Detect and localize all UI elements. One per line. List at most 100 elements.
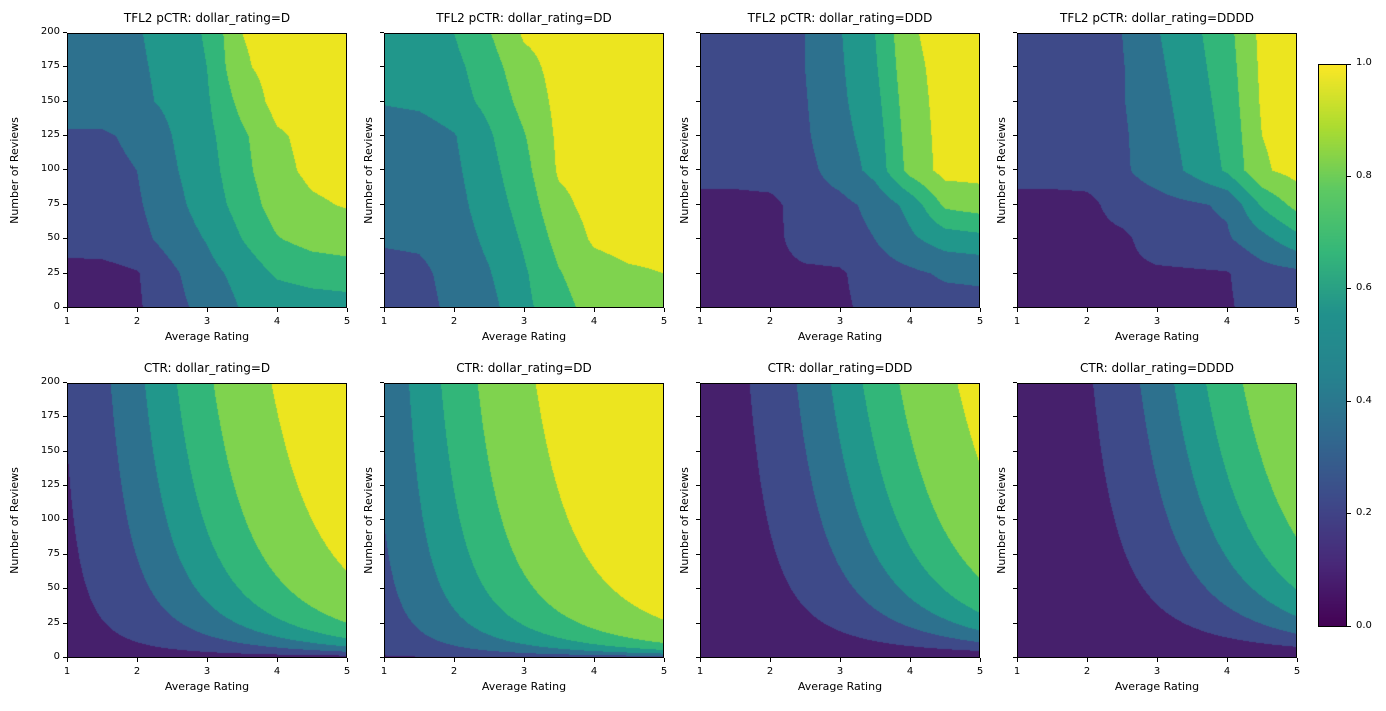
y-tick-mark xyxy=(696,169,700,170)
y-tick-mark xyxy=(63,169,67,170)
x-axis-label: Average Rating xyxy=(164,680,250,693)
colorbar-tick-mark xyxy=(1347,176,1351,177)
x-tick-label: 4 xyxy=(906,666,914,677)
y-tick-mark xyxy=(1013,485,1017,486)
colorbar-tick-label: 0.6 xyxy=(1356,282,1372,293)
x-tick-label: 2 xyxy=(450,666,458,677)
x-tick-label: 2 xyxy=(766,316,774,327)
x-tick-label: 1 xyxy=(696,316,704,327)
x-axis-label: Average Rating xyxy=(797,330,883,343)
x-tick-label: 1 xyxy=(1013,316,1021,327)
x-tick-mark xyxy=(840,658,841,662)
y-tick-mark xyxy=(380,554,384,555)
subplot-title-ctr-ddd: CTR: dollar_rating=DDD xyxy=(767,361,913,375)
y-tick-mark xyxy=(63,204,67,205)
x-tick-label: 4 xyxy=(273,666,281,677)
x-tick-mark xyxy=(454,658,455,662)
x-tick-label: 3 xyxy=(203,316,211,327)
y-tick-label: 0 xyxy=(53,301,60,312)
x-tick-label: 4 xyxy=(590,316,598,327)
x-tick-mark xyxy=(594,658,595,662)
x-tick-mark xyxy=(840,308,841,312)
x-tick-label: 4 xyxy=(590,666,598,677)
x-tick-label: 1 xyxy=(380,666,388,677)
x-tick-mark xyxy=(137,658,138,662)
y-tick-mark xyxy=(1013,238,1017,239)
y-tick-mark xyxy=(63,451,67,452)
x-tick-mark xyxy=(524,308,525,312)
y-tick-mark xyxy=(380,273,384,274)
y-tick-mark xyxy=(1013,32,1017,33)
y-tick-mark xyxy=(696,273,700,274)
colorbar-tick-mark xyxy=(1347,626,1351,627)
x-tick-mark xyxy=(384,308,385,312)
y-tick-mark xyxy=(63,101,67,102)
x-tick-label: 2 xyxy=(450,316,458,327)
x-tick-mark xyxy=(910,308,911,312)
x-tick-mark xyxy=(67,658,68,662)
y-tick-label: 200 xyxy=(40,376,60,387)
subplot-title-ctr-dddd: CTR: dollar_rating=DDDD xyxy=(1079,361,1234,375)
y-tick-mark xyxy=(1013,657,1017,658)
y-tick-label: 75 xyxy=(47,548,60,559)
x-tick-mark xyxy=(277,658,278,662)
x-tick-label: 4 xyxy=(1223,316,1231,327)
y-tick-mark xyxy=(380,307,384,308)
y-tick-mark xyxy=(380,135,384,136)
y-tick-mark xyxy=(380,169,384,170)
x-tick-mark xyxy=(1297,658,1298,662)
x-tick-mark xyxy=(980,658,981,662)
plot-frame xyxy=(1017,33,1297,308)
y-tick-mark xyxy=(63,588,67,589)
x-tick-mark xyxy=(454,308,455,312)
subplot-title-tfl2-pctr-ddd: TFL2 pCTR: dollar_rating=DDD xyxy=(747,11,933,25)
x-tick-label: 5 xyxy=(976,666,984,677)
colorbar-frame xyxy=(1318,64,1347,627)
colorbar-tick-label: 0.2 xyxy=(1356,507,1372,518)
y-tick-label: 125 xyxy=(40,479,60,490)
plot-frame xyxy=(384,383,664,658)
x-tick-mark xyxy=(207,308,208,312)
x-tick-mark xyxy=(137,308,138,312)
plot-frame xyxy=(67,383,347,658)
x-tick-label: 5 xyxy=(1293,316,1301,327)
y-tick-mark xyxy=(380,32,384,33)
x-tick-mark xyxy=(1157,308,1158,312)
y-axis-label: Number of Reviews xyxy=(678,467,691,574)
y-tick-mark xyxy=(1013,416,1017,417)
x-tick-label: 2 xyxy=(1083,666,1091,677)
y-axis-label: Number of Reviews xyxy=(362,117,375,224)
x-tick-label: 3 xyxy=(836,316,844,327)
x-tick-mark xyxy=(384,658,385,662)
x-tick-label: 2 xyxy=(133,316,141,327)
y-tick-label: 100 xyxy=(40,513,60,524)
contour-plot-canvas-ctr-d xyxy=(67,383,347,658)
contour-plot-canvas-tfl2-pctr-ddd xyxy=(700,33,980,308)
contour-plot-canvas-tfl2-pctr-d xyxy=(67,33,347,308)
contour-plot-canvas-tfl2-pctr-dddd xyxy=(1017,33,1297,308)
colorbar-tick-label: 0.4 xyxy=(1356,395,1372,406)
x-tick-label: 5 xyxy=(1293,666,1301,677)
y-tick-label: 150 xyxy=(40,445,60,456)
x-tick-label: 4 xyxy=(1223,666,1231,677)
y-axis-label: Number of Reviews xyxy=(362,467,375,574)
x-tick-mark xyxy=(277,308,278,312)
x-tick-label: 1 xyxy=(63,666,71,677)
y-tick-label: 50 xyxy=(47,232,60,243)
y-tick-mark xyxy=(63,238,67,239)
y-tick-mark xyxy=(63,485,67,486)
y-tick-mark xyxy=(380,485,384,486)
colorbar-tick-mark xyxy=(1347,288,1351,289)
y-tick-mark xyxy=(1013,66,1017,67)
x-tick-mark xyxy=(524,658,525,662)
x-tick-label: 5 xyxy=(660,316,668,327)
colorbar-tick-mark xyxy=(1347,401,1351,402)
y-tick-mark xyxy=(380,623,384,624)
x-tick-mark xyxy=(1157,658,1158,662)
y-tick-mark xyxy=(696,307,700,308)
y-tick-label: 25 xyxy=(47,267,60,278)
x-tick-label: 1 xyxy=(380,316,388,327)
colorbar-tick-label: 1.0 xyxy=(1356,57,1372,68)
y-tick-label: 25 xyxy=(47,617,60,628)
x-tick-mark xyxy=(347,308,348,312)
